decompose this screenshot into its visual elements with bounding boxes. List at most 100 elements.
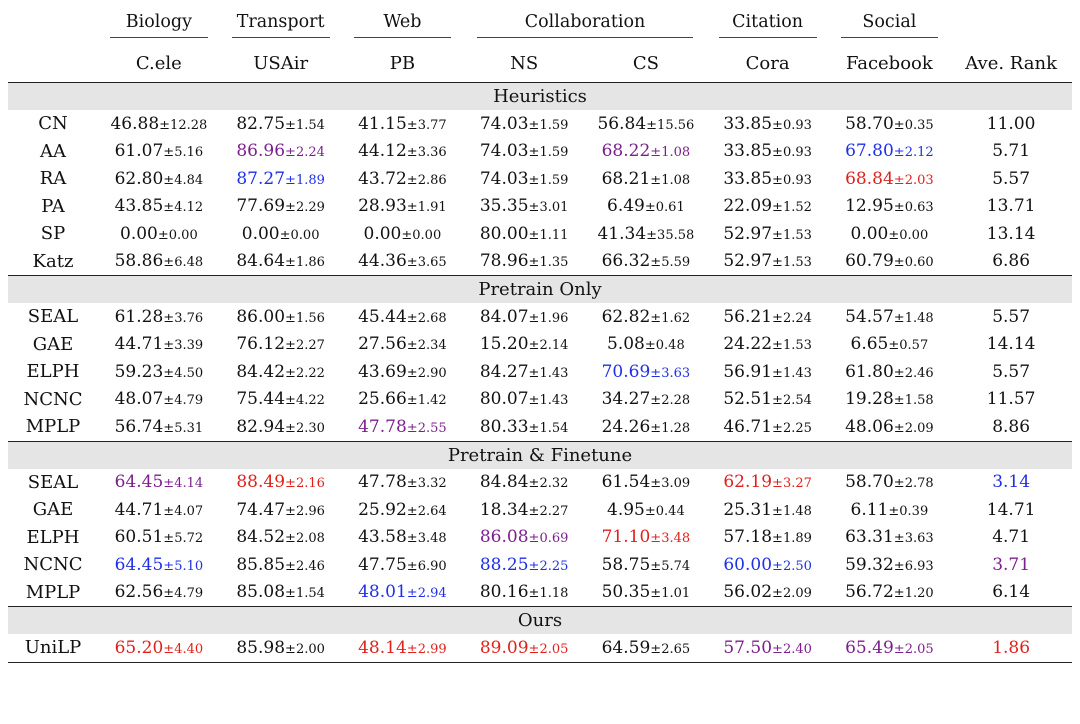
table-row: MPLP 56.74±5.31 82.94±2.30 47.78±2.55 80.33±… <box>8 413 1072 441</box>
score-cell: 52.51±2.54 <box>707 386 829 414</box>
plus-minus-sign: ± <box>406 255 418 271</box>
score-cell: 15.20±2.14 <box>463 331 585 359</box>
score-cell: 74.47±2.96 <box>220 496 342 524</box>
score-std: 1.54 <box>295 117 325 133</box>
domain-label: Web <box>353 12 452 38</box>
score-mean: 86.00 <box>236 306 286 327</box>
score-std: 1.20 <box>904 586 934 602</box>
score-cell: 48.06±2.09 <box>829 413 951 441</box>
score-cell: 25.66±1.42 <box>342 386 464 414</box>
plus-minus-sign: ± <box>893 200 905 216</box>
score-cell: 84.07±1.96 <box>463 303 585 331</box>
score-std: 3.48 <box>417 531 447 547</box>
method-name: MPLP <box>25 581 81 603</box>
table-row: GAE 44.71±4.07 74.47±2.96 25.92±2.64 18.34±2… <box>8 496 1072 524</box>
plus-minus-sign: ± <box>893 117 905 133</box>
score-std: 5.59 <box>661 255 691 271</box>
score-std: 1.54 <box>539 420 569 436</box>
domain-header-row: Biology Transport Web Collaboration Citation… <box>8 6 1072 44</box>
score-std: 0.00 <box>899 227 929 243</box>
plus-minus-sign: ± <box>285 476 296 492</box>
score-mean: 0.00 <box>241 223 280 244</box>
score-std: 2.68 <box>417 310 447 326</box>
score-mean: 52.97 <box>723 251 773 272</box>
plus-minus-sign: ± <box>772 172 783 188</box>
score-mean: 56.91 <box>723 361 773 382</box>
score-cell: 86.96±2.24 <box>220 138 342 166</box>
score-std: 2.96 <box>295 503 325 519</box>
table-row: AA 61.07±5.16 86.96±2.24 44.12±3.36 74.03±1.… <box>8 138 1072 166</box>
score-cell: 5.08±0.48 <box>585 331 707 359</box>
score-cell: 74.03±1.59 <box>463 110 585 138</box>
score-std: 2.12 <box>904 145 934 161</box>
score-std: 0.35 <box>904 117 934 133</box>
plus-minus-sign: ± <box>406 531 418 547</box>
score-std: 5.16 <box>174 145 204 161</box>
plus-minus-sign: ± <box>772 476 783 492</box>
score-mean: 60.00 <box>723 554 773 575</box>
table-row: SP 0.00±0.00 0.00±0.00 0.00±0.00 80.00±1.11 4… <box>8 220 1072 248</box>
score-std: 1.01 <box>661 586 691 602</box>
plus-minus-sign: ± <box>406 503 418 519</box>
plus-minus-sign: ± <box>528 365 540 381</box>
table-row: SEAL 64.45±4.14 88.49±2.16 47.78±3.32 84.84±… <box>8 469 1072 497</box>
score-cell: 6.65±0.57 <box>829 331 951 359</box>
score-mean: 46.71 <box>723 416 773 437</box>
score-cell: 88.25±2.25 <box>463 551 585 579</box>
score-cell: 44.71±4.07 <box>98 496 220 524</box>
score-cell: 47.78±2.55 <box>342 413 464 441</box>
score-mean: 48.06 <box>845 416 894 437</box>
plus-minus-sign: ± <box>650 365 662 381</box>
plus-minus-sign: ± <box>772 310 783 326</box>
score-mean: 56.21 <box>723 306 773 327</box>
score-cell: 61.54±3.09 <box>585 469 707 497</box>
score-mean: 86.96 <box>236 141 286 162</box>
score-std: 2.22 <box>295 365 325 381</box>
plus-minus-sign: ± <box>285 310 296 326</box>
dataset-header: C.ele <box>135 52 182 74</box>
score-mean: 41.15 <box>358 113 407 134</box>
score-mean: 25.92 <box>358 499 407 520</box>
plus-minus-sign: ± <box>528 393 540 409</box>
score-mean: 78.96 <box>479 251 529 272</box>
score-cell: 43.85±4.12 <box>98 193 220 221</box>
score-cell: 60.79±0.60 <box>829 248 951 276</box>
rank-cell: 14.14 <box>986 334 1036 355</box>
plus-minus-sign: ± <box>893 255 905 271</box>
score-std: 0.39 <box>899 503 929 519</box>
score-cell: 44.71±3.39 <box>98 331 220 359</box>
score-std: 3.65 <box>417 255 447 271</box>
score-std: 4.12 <box>174 200 204 216</box>
method-name: ELPH <box>26 526 80 548</box>
score-mean: 44.71 <box>114 499 164 520</box>
plus-minus-sign: ± <box>893 172 905 188</box>
dataset-header: CS <box>632 52 659 74</box>
plus-minus-sign: ± <box>650 531 662 547</box>
plus-minus-sign: ± <box>893 145 905 161</box>
score-cell: 75.44±4.22 <box>220 386 342 414</box>
score-cell: 25.31±1.48 <box>707 496 829 524</box>
score-cell: 63.31±3.63 <box>829 524 951 552</box>
plus-minus-sign: ± <box>528 227 540 243</box>
score-cell: 78.96±1.35 <box>463 248 585 276</box>
domain-header: Social <box>829 6 951 44</box>
method-name: SP <box>40 223 66 245</box>
score-std: 2.16 <box>295 476 325 492</box>
score-std: 1.48 <box>782 503 812 519</box>
score-std: 2.14 <box>539 338 569 354</box>
plus-minus-sign: ± <box>772 641 783 657</box>
score-cell: 24.26±1.28 <box>585 413 707 441</box>
plus-minus-sign: ± <box>285 255 296 271</box>
method-name: SEAL <box>27 306 79 328</box>
score-cell: 61.07±5.16 <box>98 138 220 166</box>
score-std: 1.53 <box>782 338 812 354</box>
score-cell: 43.58±3.48 <box>342 524 464 552</box>
method-name: MPLP <box>25 416 81 438</box>
score-cell: 25.92±2.64 <box>342 496 464 524</box>
score-mean: 22.09 <box>723 196 773 217</box>
score-mean: 58.75 <box>601 554 651 575</box>
score-mean: 0.00 <box>120 223 158 244</box>
domain-label: Citation <box>718 12 817 38</box>
plus-minus-sign: ± <box>163 145 175 161</box>
score-mean: 33.85 <box>723 113 773 134</box>
